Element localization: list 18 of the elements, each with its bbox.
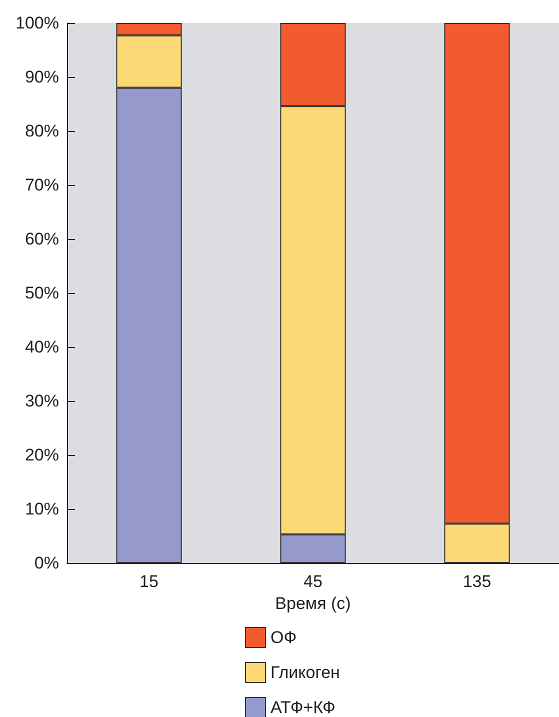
y-tick-label: 100% [16, 14, 59, 32]
y-tick-label: 60% [24, 230, 59, 248]
x-tick-label: 45 [304, 572, 322, 591]
y-tick-label: 90% [24, 68, 59, 86]
legend-label: АТФ+КФ [270, 698, 336, 717]
y-tick-label: 50% [24, 284, 59, 302]
y-tick-label: 70% [24, 176, 59, 194]
y-tick-label: 20% [24, 446, 59, 464]
legend-label: Гликоген [270, 663, 340, 682]
y-tick-label: 30% [24, 392, 59, 410]
x-axis-title: Время (с) [275, 594, 351, 613]
y-tick-label: 40% [24, 338, 59, 356]
legend-label: ОФ [270, 628, 297, 647]
y-tick-label: 80% [24, 122, 59, 140]
x-tick-label: 15 [140, 572, 158, 591]
x-tick-label: 135 [462, 572, 492, 591]
y-tick-label: 10% [24, 500, 59, 518]
y-tick-label: 0% [34, 554, 59, 572]
